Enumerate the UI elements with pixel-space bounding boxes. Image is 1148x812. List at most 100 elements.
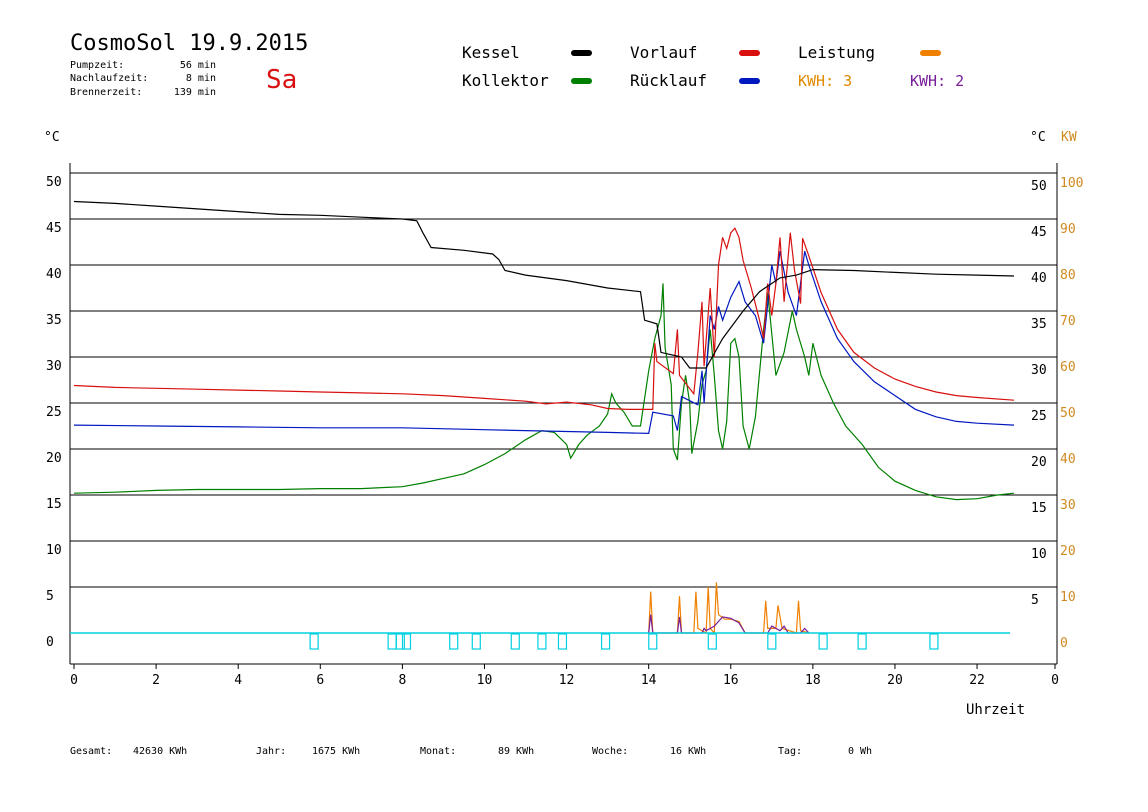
x-tick-labels: 0 2 4 6 8 10 12 14 16 18 20 22 0 xyxy=(70,664,1059,688)
footer-month-label: Monat: xyxy=(420,746,456,757)
y-tick-label: 5 xyxy=(46,589,54,604)
y-right-tick-label: 25 xyxy=(1031,409,1047,424)
kw-unit-label: KW xyxy=(1061,130,1077,145)
y-tick-label: 40 xyxy=(46,267,62,282)
footer-month-value: 89 KWh xyxy=(498,746,534,757)
footer-week-label: Woche: xyxy=(592,746,628,757)
pump-marker xyxy=(557,633,568,650)
y-tick-label: 10 xyxy=(46,543,62,558)
legend-leistung-swatch xyxy=(920,50,941,56)
y-tick-label: 25 xyxy=(46,405,62,420)
y-right-tick-label: 40 xyxy=(1031,271,1047,286)
x-tick-label: 20 xyxy=(887,673,903,688)
pump-markers xyxy=(70,632,1010,650)
legend-kessel-label: Kessel xyxy=(462,43,520,62)
legend-ruecklauf-swatch xyxy=(739,78,760,84)
page-title: CosmoSol 19.9.2015 xyxy=(70,31,308,56)
footer-total-label: Gesamt: xyxy=(70,746,112,757)
y-tick-label: 35 xyxy=(46,313,62,328)
kw-tick-label: 70 xyxy=(1060,314,1076,329)
y-right-tick-label: 45 xyxy=(1031,225,1047,240)
series-line-vorlauf xyxy=(73,227,1015,410)
legend-ruecklauf-label: Rücklauf xyxy=(630,71,707,90)
pump-marker xyxy=(309,633,319,650)
x-tick-label: 8 xyxy=(398,673,406,688)
footer-year-value: 1675 KWh xyxy=(312,746,360,757)
after-run-value: 8 min xyxy=(186,73,216,84)
x-axis-label: Uhrzeit xyxy=(966,702,1025,718)
pump-marker xyxy=(818,633,828,650)
legend-kollektor-label: Kollektor xyxy=(462,71,549,90)
y-right-tick-label: 20 xyxy=(1031,455,1047,470)
y-right-tick-label: 50 xyxy=(1031,179,1047,194)
footer-day-label: Tag: xyxy=(778,746,802,757)
pump-marker xyxy=(537,633,547,650)
data-series xyxy=(73,200,1015,635)
pump-marker xyxy=(600,633,611,650)
x-tick-label: 0 xyxy=(70,673,78,688)
pump-marker xyxy=(648,633,658,650)
footer-week-value: 16 KWh xyxy=(670,746,706,757)
pump-marker xyxy=(449,633,459,650)
power-line-kwh_purple xyxy=(648,614,810,634)
left-unit-label: °C xyxy=(44,130,60,145)
x-tick-label: 12 xyxy=(559,673,575,688)
kw-tick-label: 50 xyxy=(1060,406,1076,421)
pump-marker xyxy=(510,633,520,650)
y-tick-label: 45 xyxy=(46,221,62,236)
series-line-ruecklauf xyxy=(73,251,1015,435)
after-run-label: Nachlaufzeit: xyxy=(70,73,148,84)
legend-kwh-purple: KWH: 2 xyxy=(910,72,964,90)
series-line-kollektor xyxy=(73,283,1015,501)
kw-tick-label: 100 xyxy=(1060,176,1083,191)
kw-tick-label: 10 xyxy=(1060,590,1076,605)
series-line-kessel xyxy=(73,200,1015,369)
y-tick-label: 50 xyxy=(46,175,62,190)
legend-leistung-label: Leistung xyxy=(798,43,875,62)
kw-tick-label: 0 xyxy=(1060,636,1068,651)
y-tick-label: 0 xyxy=(46,635,54,650)
kw-tick-label: 20 xyxy=(1060,544,1076,559)
footer-total-value: 42630 KWh xyxy=(133,746,187,757)
x-tick-label: 10 xyxy=(477,673,493,688)
x-tick-label: 18 xyxy=(805,673,821,688)
pump-marker xyxy=(767,633,777,650)
power-line-leistung xyxy=(648,582,809,635)
x-tick-label: 0 xyxy=(1051,673,1059,688)
pump-marker xyxy=(929,633,939,650)
pump-time-value: 56 min xyxy=(180,60,216,71)
y-right-tick-label: 10 xyxy=(1031,547,1047,562)
legend-kwh-orange: KWH: 3 xyxy=(798,72,852,90)
y-right-tick-label: 15 xyxy=(1031,501,1047,516)
pump-marker xyxy=(471,633,481,650)
kw-tick-label: 30 xyxy=(1060,498,1076,513)
pump-marker xyxy=(395,633,405,650)
pump-marker xyxy=(857,633,867,650)
pump-time-label: Pumpzeit: xyxy=(70,60,124,71)
x-tick-label: 22 xyxy=(969,673,985,688)
legend-vorlauf-swatch xyxy=(739,50,760,56)
pump-marker xyxy=(387,633,397,650)
kw-tick-label: 60 xyxy=(1060,360,1076,375)
legend-kollektor-swatch xyxy=(571,78,592,84)
x-tick-label: 4 xyxy=(234,673,242,688)
pump-marker xyxy=(401,633,412,650)
x-tick-label: 6 xyxy=(316,673,324,688)
x-tick-label: 2 xyxy=(152,673,160,688)
y-right-tick-label: 5 xyxy=(1031,593,1039,608)
right-unit-label: °C xyxy=(1030,130,1046,145)
x-tick-label: 14 xyxy=(641,673,657,688)
pump-marker xyxy=(707,633,717,650)
footer-year-label: Jahr: xyxy=(256,746,286,757)
burner-time-label: Brennerzeit: xyxy=(70,87,142,98)
y-tick-labels: 0 5 10 15 20 25 30 35 40 45 50 5 10 15 20 25 30 35 40 45 50 0… xyxy=(46,175,1083,651)
weekday-label: Sa xyxy=(266,65,297,95)
y-right-tick-label: 35 xyxy=(1031,317,1047,332)
burner-time-value: 139 min xyxy=(174,87,216,98)
kw-tick-label: 80 xyxy=(1060,268,1076,283)
legend-vorlauf-label: Vorlauf xyxy=(630,43,697,62)
y-tick-label: 20 xyxy=(46,451,62,466)
legend-kessel-swatch xyxy=(571,50,592,56)
footer-day-value: 0 Wh xyxy=(848,746,872,757)
